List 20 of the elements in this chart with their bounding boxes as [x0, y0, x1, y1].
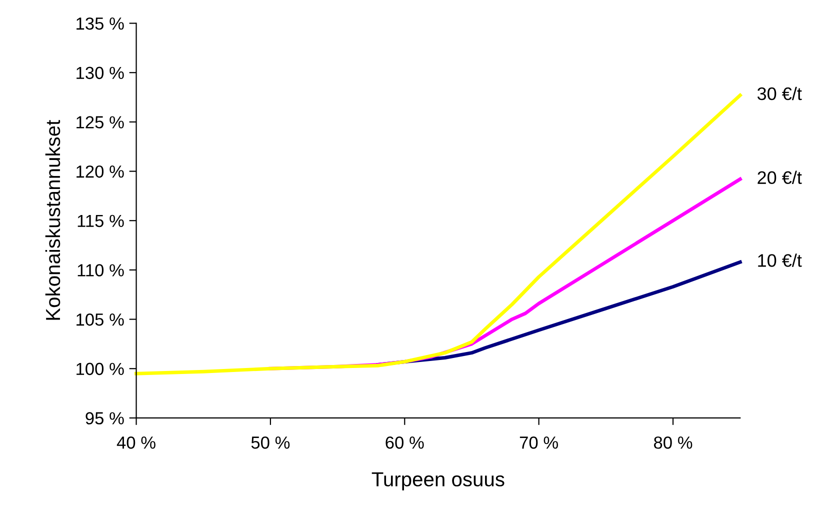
y-tick-label: 105 %	[76, 313, 124, 326]
y-tick-label: 100 %	[76, 362, 124, 376]
y-tick-label: 135 %	[76, 17, 124, 30]
y-tick-label: 130 %	[76, 66, 124, 80]
x-axis-title: Turpeen osuus	[372, 472, 504, 490]
y-axis-title: Kokonaiskustannukset	[45, 120, 60, 320]
y-tick-label: 110 %	[78, 264, 124, 276]
series-label: 20 €/t	[758, 170, 802, 184]
x-tick-label: 80 %	[654, 436, 692, 449]
y-tick-label: 95 %	[86, 412, 124, 424]
x-tick-label: 70 %	[520, 436, 558, 449]
x-tick-label: 60 %	[386, 436, 424, 449]
y-tick-label: 125 %	[76, 116, 124, 128]
x-tick-label: 40 %	[116, 436, 156, 449]
y-tick-label: 115 %	[78, 214, 124, 228]
y-tick-label: 120 %	[76, 165, 124, 178]
x-tick-label: 50 %	[251, 436, 290, 449]
series-label: 30 €/t	[757, 86, 802, 100]
series-label: 10 €/t	[758, 254, 802, 267]
line-series	[134, 94, 742, 376]
